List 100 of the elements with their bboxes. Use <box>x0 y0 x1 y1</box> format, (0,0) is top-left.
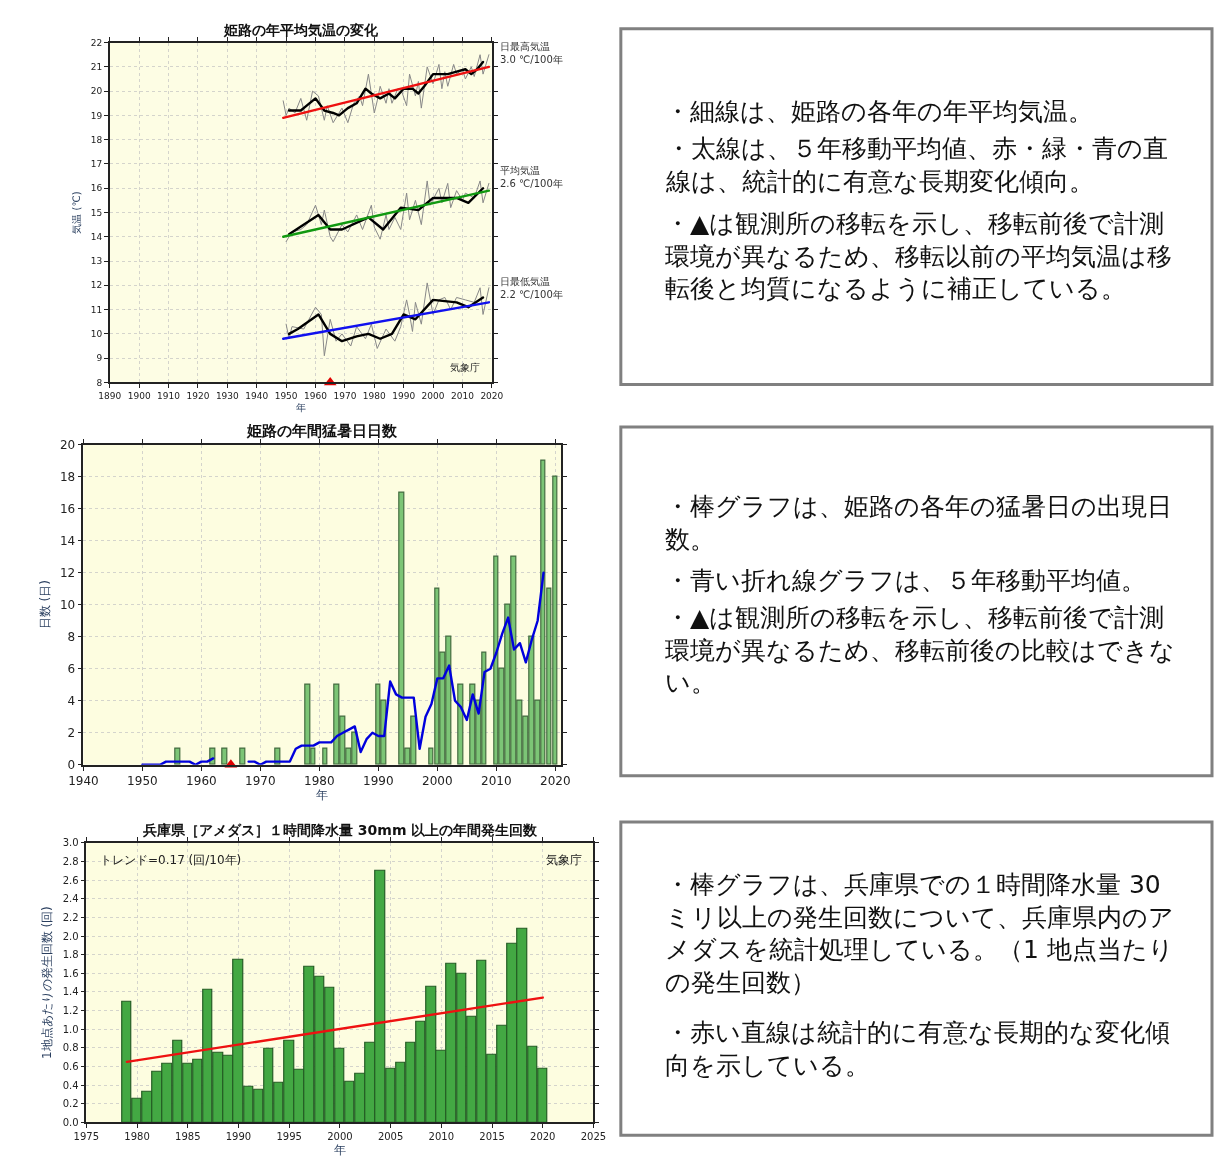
y-tick-label: 8 <box>96 377 103 388</box>
y-tick-label: 2.2 <box>62 911 79 923</box>
x-tick-label: 1960 <box>304 390 328 401</box>
annotation: 気象庁 <box>450 362 480 373</box>
x-axis-title: 年 <box>295 401 306 413</box>
x-tick-label: 1990 <box>225 1131 252 1143</box>
y-tick-label: 12 <box>90 280 103 291</box>
annotation: トレンド=0.17 (回/10年) <box>100 853 242 867</box>
annotation: 気象庁 <box>546 853 582 867</box>
y-tick-label: 22 <box>90 37 103 48</box>
text: ・太線は、５年移動平均値、赤・緑・青の直線は、統計的に有意な長期変化傾向。 <box>665 134 1168 196</box>
y-tick-label: 2.6 <box>62 874 79 886</box>
y-axis-title: 気温 (℃) <box>71 191 83 234</box>
x-tick-label: 2000 <box>422 773 453 788</box>
y-tick-label: 9 <box>96 353 103 364</box>
y-tick-label: 1.8 <box>62 949 79 961</box>
text: ・青い折れ線グラフは、５年移動平均値。 <box>665 566 1146 595</box>
x-tick-label: 1990 <box>392 390 416 401</box>
y-tick-label: 2.8 <box>62 855 79 867</box>
x-tick-label: 1985 <box>175 1131 201 1143</box>
series-label: 日最高気温 3.0 ℃/100年 <box>500 41 563 65</box>
x-tick-label: 1940 <box>245 390 269 401</box>
series-label: 平均気温 2.6 ℃/100年 <box>500 165 563 189</box>
x-tick-label: 1920 <box>186 390 210 401</box>
x-tick-label: 1890 <box>98 390 122 401</box>
y-tick-label: 0.6 <box>62 1061 79 1073</box>
x-axis-title: 年 <box>316 788 329 803</box>
y-tick-label: 0 <box>67 758 76 772</box>
y-axis-title: 日数 (日) <box>37 580 52 630</box>
text: ・赤い直線は統計的に有意な長期的な変化傾向を示している。 <box>665 1018 1170 1080</box>
y-tick-label: 18 <box>90 134 103 145</box>
x-tick-label: 2015 <box>479 1131 505 1143</box>
series-label: 日最低気温 2.2 ℃/100年 <box>500 276 563 300</box>
text: ・▲は観測所の移転を示し、移転前後で計測環境が異なるため、移転以前の平均気温は移転後と均質になるように補正している。 <box>665 209 1172 303</box>
y-axis-title: 1地点あたりの発生回数 (回) <box>40 906 55 1060</box>
text: ・▲は観測所の移転を示し、移転前後で計測環境が異なるため、移転前後の比較はできない。 <box>665 603 1175 697</box>
y-tick-label: 20 <box>59 437 76 452</box>
x-tick-label: 1980 <box>124 1131 150 1143</box>
y-tick-label: 0.2 <box>62 1098 79 1110</box>
line-series <box>282 54 490 124</box>
x-tick-label: 1970 <box>245 773 276 788</box>
line-series <box>285 180 490 243</box>
chart-title: 兵庫県［アメダス］１時間降水量 30mm 以上の年間発生回数 <box>142 822 539 838</box>
y-tick-label: 2.0 <box>62 930 79 942</box>
y-tick-label: 0.4 <box>62 1079 79 1091</box>
x-tick-label: 1990 <box>363 773 394 788</box>
text: ・細線は、姫路の各年の年平均気温。 <box>665 97 1093 126</box>
x-tick-label: 2000 <box>421 390 445 401</box>
bar <box>239 747 246 765</box>
y-tick-label: 3.0 <box>62 837 79 849</box>
bar <box>221 747 228 765</box>
x-tick-label: 1980 <box>362 390 387 401</box>
y-tick-label: 1.0 <box>62 1023 79 1035</box>
bar <box>457 683 464 765</box>
bar <box>304 683 311 765</box>
x-tick-label: 2025 <box>580 1131 607 1143</box>
y-tick-label: 12 <box>59 565 76 580</box>
y-tick-label: 17 <box>90 159 103 170</box>
x-tick-label: 1980 <box>304 773 335 788</box>
chart-title: 姫路の年平均気温の変化 <box>223 22 379 38</box>
x-tick-label: 2020 <box>480 390 504 401</box>
y-tick-label: 10 <box>59 597 76 612</box>
line-series <box>287 60 485 117</box>
x-tick-label: 1970 <box>333 390 357 401</box>
y-tick-label: 14 <box>59 533 76 548</box>
y-tick-label: 1.2 <box>62 1005 79 1017</box>
y-tick-label: 16 <box>59 501 76 516</box>
x-tick-label: 1900 <box>127 390 151 401</box>
x-tick-label: 1960 <box>186 773 217 788</box>
x-tick-label: 2005 <box>377 1131 404 1143</box>
x-tick-label: 1950 <box>274 390 298 401</box>
x-tick-label: 2010 <box>451 390 475 401</box>
y-tick-label: 15 <box>90 207 103 218</box>
y-tick-label: 2.4 <box>62 893 79 905</box>
line-series <box>285 282 490 357</box>
y-tick-label: 4 <box>67 693 76 708</box>
y-tick-label: 2 <box>67 725 76 740</box>
x-tick-label: 1995 <box>276 1131 302 1143</box>
y-tick-label: 8 <box>67 629 76 644</box>
x-tick-label: 1975 <box>73 1131 100 1143</box>
bar <box>322 747 328 765</box>
y-tick-label: 16 <box>90 183 103 194</box>
y-tick-label: 13 <box>90 256 103 267</box>
line-series <box>287 296 485 343</box>
y-tick-label: 20 <box>90 86 103 97</box>
chart-title: 姫路の年間猛暑日日数 <box>246 422 398 440</box>
text: ・棒グラフは、兵庫県での１時間降水量 30 ミリ以上の発生回数について、兵庫県内のアメダスを統計処理している。（1 地点当たりの発生回数） <box>665 870 1174 997</box>
y-tick-label: 18 <box>59 469 76 484</box>
x-tick-label: 1930 <box>215 390 240 401</box>
y-tick-label: 0.0 <box>62 1116 79 1128</box>
x-tick-label: 1950 <box>127 773 158 788</box>
y-tick-label: 19 <box>90 110 103 121</box>
x-axis-title: 年 <box>333 1142 346 1157</box>
y-tick-label: 10 <box>90 329 103 340</box>
y-tick-label: 21 <box>90 62 103 72</box>
text: ・棒グラフは、姫路の各年の猛暑日の出現日数。 <box>665 492 1172 554</box>
x-tick-label: 2000 <box>327 1131 353 1143</box>
x-tick-label: 2020 <box>530 1131 556 1143</box>
y-tick-label: 6 <box>67 661 76 676</box>
y-tick-label: 14 <box>90 231 103 242</box>
